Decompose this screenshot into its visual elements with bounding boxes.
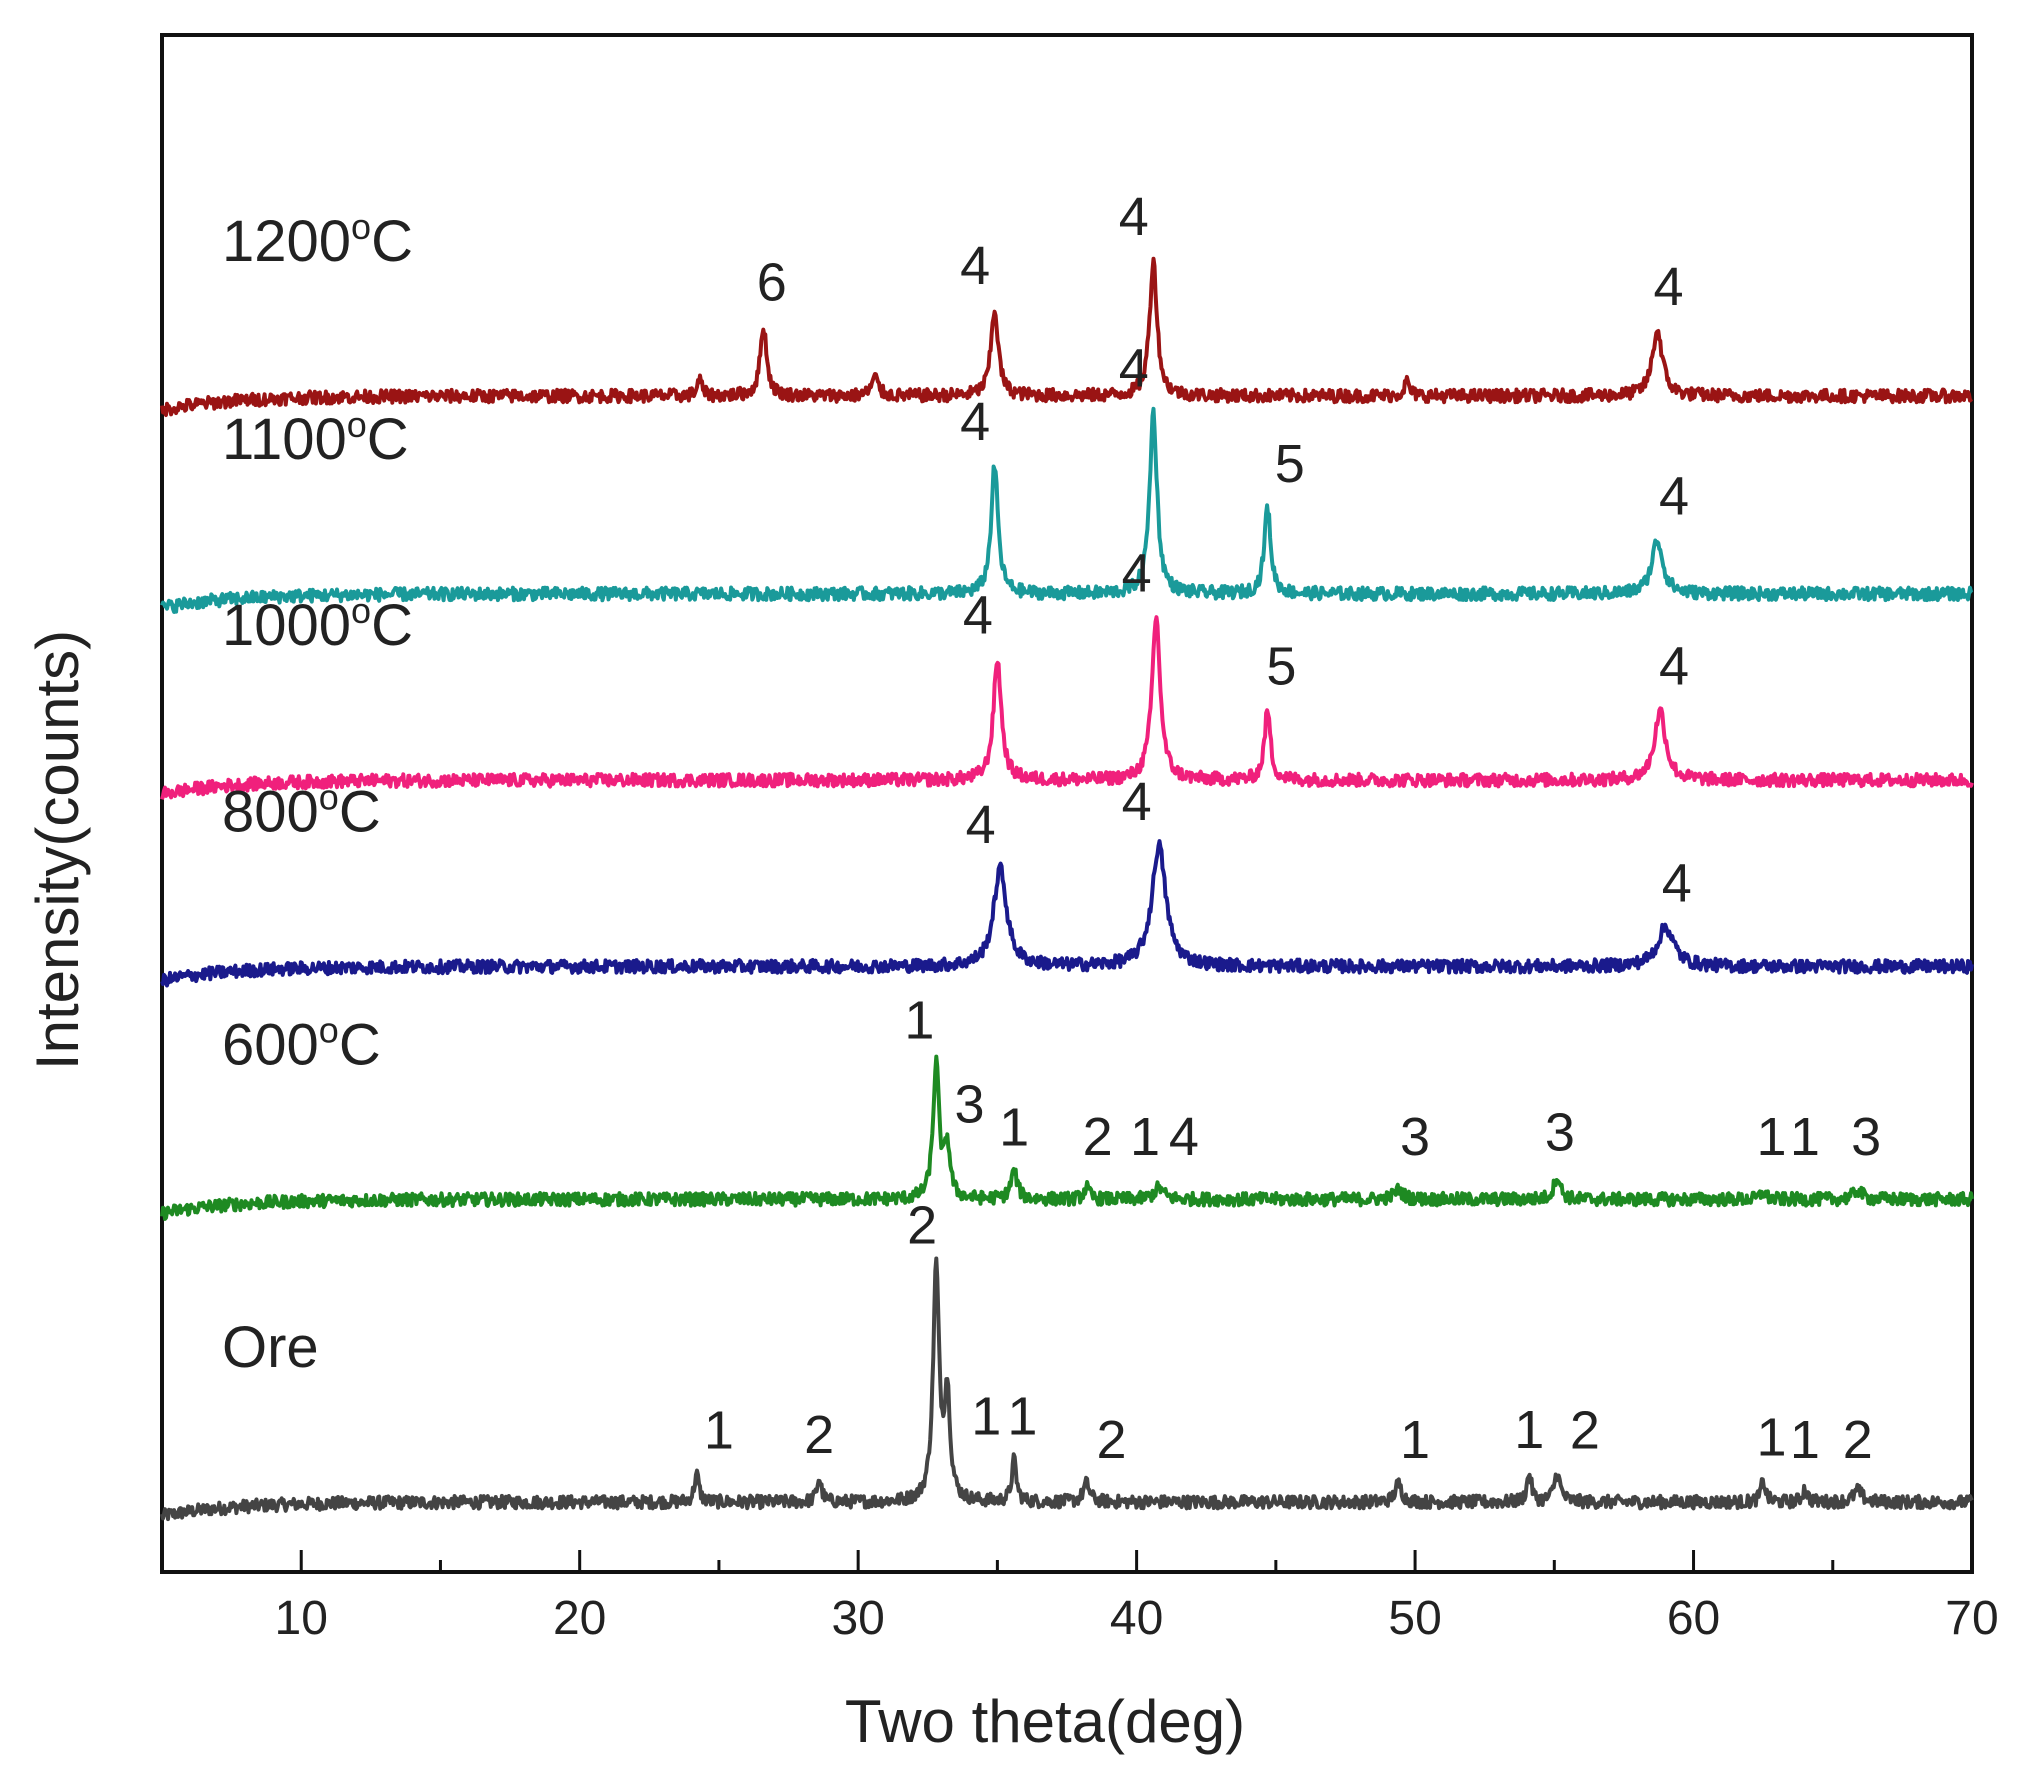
peak-label: 1 xyxy=(1756,1107,1786,1167)
peak-label: 4 xyxy=(960,392,990,452)
series-line xyxy=(160,839,1974,988)
peak-label: 1 xyxy=(1790,1410,1820,1470)
x-tick-label: 50 xyxy=(1388,1592,1441,1645)
series-line xyxy=(160,1256,1974,1522)
peak-label: 1 xyxy=(1790,1107,1820,1167)
peak-label: 1 xyxy=(1400,1410,1430,1470)
peak-label: 2 xyxy=(1097,1410,1127,1470)
series-line xyxy=(160,256,1974,417)
x-tick-label: 60 xyxy=(1667,1592,1720,1645)
peak-label: 1 xyxy=(904,991,934,1051)
series-label: 1200oC xyxy=(222,206,413,274)
peak-label: 6 xyxy=(757,252,787,312)
series-label: 600oC xyxy=(222,1009,381,1077)
plot-frame xyxy=(160,33,1974,1574)
series-layer xyxy=(160,256,1974,1522)
peak-label: 2 xyxy=(1083,1107,1113,1167)
series-line xyxy=(160,406,1974,614)
peak-label: 4 xyxy=(1659,467,1689,527)
series-label: 800oC xyxy=(222,776,381,844)
x-tick-label: 30 xyxy=(831,1592,884,1645)
peak-label: 4 xyxy=(1119,339,1149,399)
peak-label: 2 xyxy=(1570,1401,1600,1461)
peak-label: 4 xyxy=(1122,772,1152,832)
x-tick-label: 10 xyxy=(275,1592,328,1645)
peak-label: 4 xyxy=(1122,544,1152,604)
x-tick-label: 40 xyxy=(1110,1592,1163,1645)
peak-label: 1 xyxy=(1756,1408,1786,1468)
peak-label: 1 xyxy=(704,1401,734,1461)
peak-label: 4 xyxy=(1119,187,1149,247)
peak-label: 5 xyxy=(1275,434,1305,494)
x-axis-title: Two theta(deg) xyxy=(845,1688,1245,1755)
peak-label: 1 xyxy=(1007,1387,1037,1447)
y-axis-title: Intensity(counts) xyxy=(24,630,91,1070)
peak-label: 3 xyxy=(955,1075,985,1135)
peak-label: 4 xyxy=(963,585,993,645)
peak-label: 1 xyxy=(1130,1107,1160,1167)
series-label: 1000oC xyxy=(222,590,413,658)
peak-label: 3 xyxy=(1545,1102,1575,1162)
peak-label: 5 xyxy=(1266,637,1296,697)
x-tick-label: 70 xyxy=(1945,1592,1998,1645)
peak-label: 4 xyxy=(966,795,996,855)
peak-label: 3 xyxy=(1851,1107,1881,1167)
peak-label: 3 xyxy=(1400,1107,1430,1167)
x-tick-label: 20 xyxy=(553,1592,606,1645)
series-line xyxy=(160,1054,1974,1221)
series-label: 1100oC xyxy=(222,404,409,472)
peak-label: 1 xyxy=(999,1097,1029,1157)
peak-label: 2 xyxy=(1843,1410,1873,1470)
peak-label: 2 xyxy=(907,1196,937,1256)
peak-label: 1 xyxy=(971,1387,1001,1447)
peak-label: 4 xyxy=(1662,853,1692,913)
peak-label: 4 xyxy=(1659,637,1689,697)
peak-label: 4 xyxy=(1169,1107,1199,1167)
series-label: Ore xyxy=(222,1315,319,1380)
peak-label: 4 xyxy=(1653,257,1683,317)
x-axis-ticks: 10 20 30 40 50 60 70 xyxy=(160,1550,1999,1645)
peak-label: 1 xyxy=(1514,1400,1544,1460)
peak-label: 4 xyxy=(960,236,990,296)
series-line xyxy=(160,615,1974,800)
peak-label: 2 xyxy=(804,1405,834,1465)
